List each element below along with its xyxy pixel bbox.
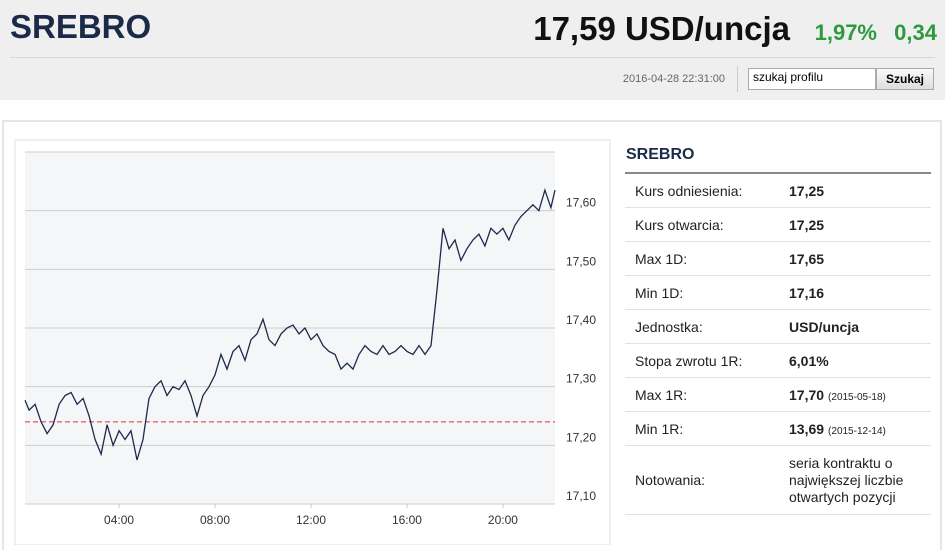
info-panel: SREBRO Kurs odniesienia: 17,25 Kurs otwarc…	[625, 140, 931, 515]
price-line	[24, 187, 556, 461]
row-value: 13,69	[789, 420, 825, 437]
row-label: Max 1R:	[635, 386, 688, 403]
y-tick-label: 17,20	[566, 430, 596, 444]
y-tick-label: 17,10	[566, 489, 596, 503]
row-label: Max 1D:	[635, 250, 688, 267]
row-note: (2015-05-18)	[828, 391, 886, 403]
info-row: Max 1R: 17,70 (2015-05-18)	[625, 378, 931, 412]
y-tick-label: 17,50	[566, 254, 596, 268]
timestamp: 2016-04-28 22:31:00	[622, 73, 725, 85]
row-label: Kurs otwarcia:	[635, 216, 724, 233]
row-note: (2015-12-14)	[828, 425, 886, 437]
info-row: Kurs otwarcia: 17,25	[625, 208, 931, 242]
row-value-cell: 13,69 (2015-12-14)	[789, 421, 886, 437]
title: SREBRO	[10, 8, 152, 45]
row-label: Min 1R:	[635, 420, 684, 437]
x-tick-label: 16:00	[392, 513, 422, 527]
panel-title: SREBRO	[625, 140, 931, 174]
row-value-cell: seria kontraktu o największej liczbie ot…	[789, 449, 919, 512]
row-value: USD/uncja	[789, 318, 860, 335]
x-tick-label: 04:00	[104, 513, 134, 527]
content-box	[2, 120, 942, 550]
search-input[interactable]: szukaj profilu	[748, 68, 876, 90]
row-value: 17,16	[789, 284, 825, 301]
row-value: 17,65	[789, 250, 825, 267]
change: 0,34	[894, 20, 937, 45]
info-row: Min 1D: 17,16	[625, 276, 931, 310]
row-label: Jednostka:	[635, 318, 703, 335]
search-button[interactable]: Szukaj	[876, 68, 934, 90]
row-label: Min 1D:	[635, 284, 684, 301]
change-pct: 1,97%	[814, 20, 877, 45]
row-value-cell: 6,01%	[789, 353, 829, 369]
separator	[10, 57, 935, 58]
panel-rows: Kurs odniesienia: 17,25 Kurs otwarcia: 17,2…	[625, 174, 931, 515]
row-value: 17,25	[789, 216, 825, 233]
row-value: 17,25	[789, 182, 825, 199]
y-tick-label: 17,30	[566, 372, 596, 386]
info-row: Min 1R: 13,69 (2015-12-14)	[625, 412, 931, 446]
separator	[737, 66, 738, 92]
row-value-cell: 17,25	[789, 183, 824, 199]
row-text: seria kontraktu o największej liczbie ot…	[789, 454, 904, 505]
row-value: 6,01%	[789, 352, 829, 369]
info-row: Notowania: seria kontraktu o największej …	[625, 446, 931, 515]
y-tick-label: 17,40	[566, 313, 596, 327]
row-value-cell: 17,25	[789, 217, 824, 233]
row-value: 17,70	[789, 386, 825, 403]
y-tick-label: 17,60	[566, 196, 596, 210]
row-value-cell: USD/uncja	[789, 319, 859, 335]
info-row: Jednostka: USD/uncja	[625, 310, 931, 344]
x-tick-label: 20:00	[488, 513, 518, 527]
price: 17,59 USD/uncja	[533, 10, 790, 47]
row-value-cell: 17,70 (2015-05-18)	[789, 387, 886, 403]
row-label: Notowania:	[635, 472, 706, 488]
row-value-cell: 17,65	[789, 251, 824, 267]
info-row: Max 1D: 17,65	[625, 242, 931, 276]
row-label: Kurs odniesienia:	[635, 182, 743, 199]
header: SREBRO 17,59 USD/uncja 1,97% 0,34 2016-0…	[0, 0, 945, 100]
info-row: Kurs odniesienia: 17,25	[625, 174, 931, 208]
info-row: Stopa zwrotu 1R: 6,01%	[625, 344, 931, 378]
row-value-cell: 17,16	[789, 285, 824, 301]
x-tick-label: 08:00	[200, 513, 230, 527]
x-tick-label: 12:00	[296, 513, 326, 527]
row-label: Stopa zwrotu 1R:	[635, 352, 743, 369]
